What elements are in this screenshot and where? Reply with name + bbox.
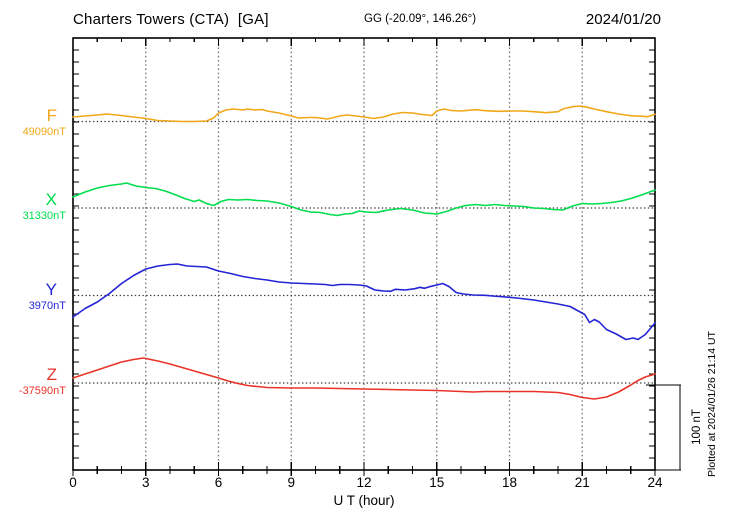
x-axis-label: U T (hour)	[333, 493, 395, 508]
x-tick-label: 3	[141, 475, 150, 490]
traces	[72, 105, 656, 400]
x-tick-label: 9	[287, 475, 296, 490]
plot-date: 2024/01/20	[585, 11, 661, 28]
baseline-dotted-lines	[74, 120, 654, 384]
channel-f-letter: F	[46, 106, 57, 125]
x-tick-label: 18	[501, 475, 518, 490]
channel-y: Y 3970nT	[0, 281, 66, 312]
channel-z-baseline-value: -37590nT	[18, 385, 66, 397]
observatory-coordinates: GG (-20.09°, 146.26°)	[364, 13, 477, 25]
scale-bar-label: 100 nT	[691, 409, 703, 445]
x-trace	[72, 182, 656, 217]
plot-frame	[72, 37, 656, 471]
channel-y-baseline-value: 3970nT	[28, 300, 66, 312]
channel-x-letter: X	[45, 190, 57, 209]
x-tick-label: 21	[574, 475, 590, 490]
plotted-at-note: Plotted at 2024/01/26 21:14 UT	[706, 331, 718, 477]
channel-f: F 49090nT	[0, 107, 66, 138]
x-tick-label: 0	[69, 475, 77, 490]
x-tick-label: 24	[647, 475, 663, 490]
page-title: Charters Towers (CTA) [GA]	[73, 11, 269, 28]
channel-x-baseline-value: 31330nT	[22, 210, 66, 222]
x-tick-label: 15	[429, 475, 445, 490]
y-trace	[72, 263, 656, 341]
channel-z-letter: Z	[46, 365, 57, 384]
scale-bar	[646, 384, 681, 471]
channel-f-baseline-value: 49090nT	[22, 126, 66, 138]
z-trace	[72, 357, 656, 400]
vertical-gridlines	[145, 39, 583, 469]
f-trace	[72, 105, 656, 123]
channel-x: X 31330nT	[0, 191, 66, 222]
channel-y-letter: Y	[45, 280, 57, 299]
x-tick-label: 12	[356, 475, 372, 490]
channel-z: Z -37590nT	[0, 366, 66, 397]
axis-ticks	[72, 38, 656, 476]
x-tick-label: 6	[214, 475, 223, 490]
